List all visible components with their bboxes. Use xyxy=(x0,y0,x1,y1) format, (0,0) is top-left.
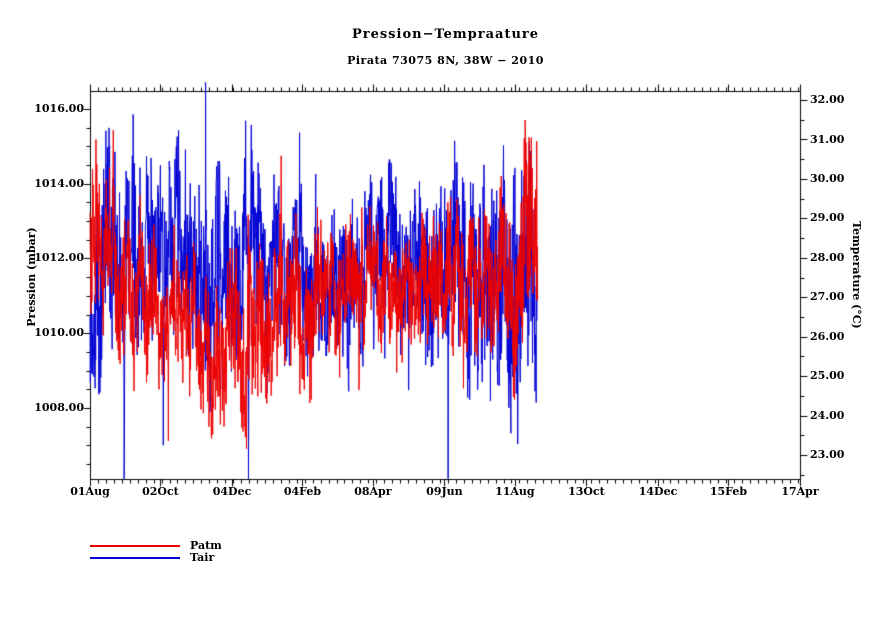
legend-line-patm xyxy=(90,545,180,547)
y-right-tick-label: 26.00 xyxy=(810,329,845,343)
y-right-tick-label: 30.00 xyxy=(810,171,845,185)
x-tick-label: 14Dec xyxy=(638,485,678,498)
chart-title: Pression−Tempraature xyxy=(351,27,540,42)
y-left-tick-label: 1014.00 xyxy=(34,176,84,190)
x-tick-label: 04Dec xyxy=(212,485,252,498)
legend: Patm Tair xyxy=(90,540,222,564)
legend-item: Patm xyxy=(90,540,222,552)
x-tick-label: 15Feb xyxy=(709,485,748,498)
x-tick-label: 11Aug xyxy=(495,485,535,498)
x-tick-label: 04Feb xyxy=(283,485,322,498)
y-axis-right-label: Temperature (°C) xyxy=(850,221,863,329)
legend-label: Tair xyxy=(190,551,215,564)
x-tick-label: 08Apr xyxy=(354,485,392,498)
y-left-tick-label: 1012.00 xyxy=(34,251,84,265)
legend-label: Patm xyxy=(190,539,222,552)
x-tick-label: 01Aug xyxy=(70,485,110,498)
y-left-tick-label: 1016.00 xyxy=(34,101,84,115)
chart-subtitle: Pirata 73075 8N, 38W − 2010 xyxy=(347,54,544,67)
y-right-tick-label: 32.00 xyxy=(810,93,845,107)
y-right-tick-label: 28.00 xyxy=(810,250,845,264)
x-tick-label: 13Oct xyxy=(568,485,605,498)
x-tick-label: 17Apr xyxy=(781,485,819,498)
legend-item: Tair xyxy=(90,552,222,564)
y-left-tick-label: 1008.00 xyxy=(34,400,84,414)
x-tick-label: 02Oct xyxy=(142,485,179,498)
y-left-tick-label: 1010.00 xyxy=(34,326,84,340)
y-right-tick-label: 24.00 xyxy=(810,408,845,422)
y-axis-left-label: Pression (mbar) xyxy=(25,227,38,327)
x-tick-label: 09Jun xyxy=(426,485,463,498)
y-right-tick-label: 31.00 xyxy=(810,132,845,146)
legend-line-tair xyxy=(90,557,180,559)
y-right-tick-label: 27.00 xyxy=(810,290,845,304)
y-right-tick-label: 29.00 xyxy=(810,211,845,225)
y-right-tick-label: 23.00 xyxy=(810,447,845,461)
y-right-tick-label: 25.00 xyxy=(810,369,845,383)
